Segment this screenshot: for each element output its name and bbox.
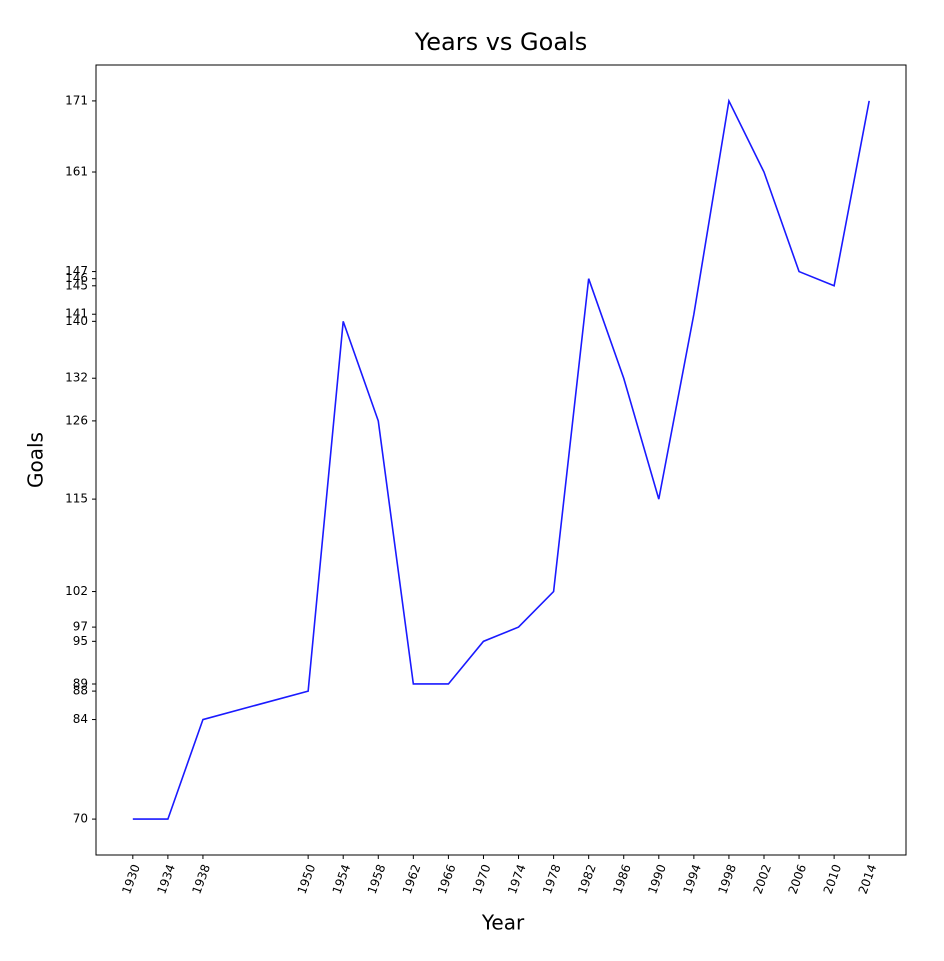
y-tick-label: 88	[73, 684, 88, 698]
y-tick-label: 140	[65, 314, 88, 328]
y-tick-label: 126	[65, 413, 88, 427]
data-line	[132, 98, 870, 820]
y-tick-label: 95	[73, 634, 88, 648]
y-tick-label: 84	[73, 712, 88, 726]
y-tick-label: 171	[65, 93, 88, 107]
y-tick-label: 146	[65, 271, 88, 285]
y-tick-label: 141	[65, 307, 88, 321]
y-axis-label: Goals	[24, 432, 48, 488]
chart-title: Years vs Goals	[414, 28, 587, 56]
y-tick-label: 115	[65, 492, 88, 506]
y-tick-label: 132	[65, 371, 88, 385]
y-tick-label: 147	[65, 264, 88, 278]
y-tick-label: 102	[65, 584, 88, 598]
y-tick-label: 89	[73, 676, 88, 690]
y-tick-label: 145	[65, 278, 88, 292]
x-axis-label: Year	[481, 911, 525, 935]
plot-frame	[95, 64, 907, 856]
y-tick-label: 97	[73, 620, 88, 634]
y-tick-label: 161	[65, 165, 88, 179]
y-tick-label: 70	[73, 812, 88, 826]
